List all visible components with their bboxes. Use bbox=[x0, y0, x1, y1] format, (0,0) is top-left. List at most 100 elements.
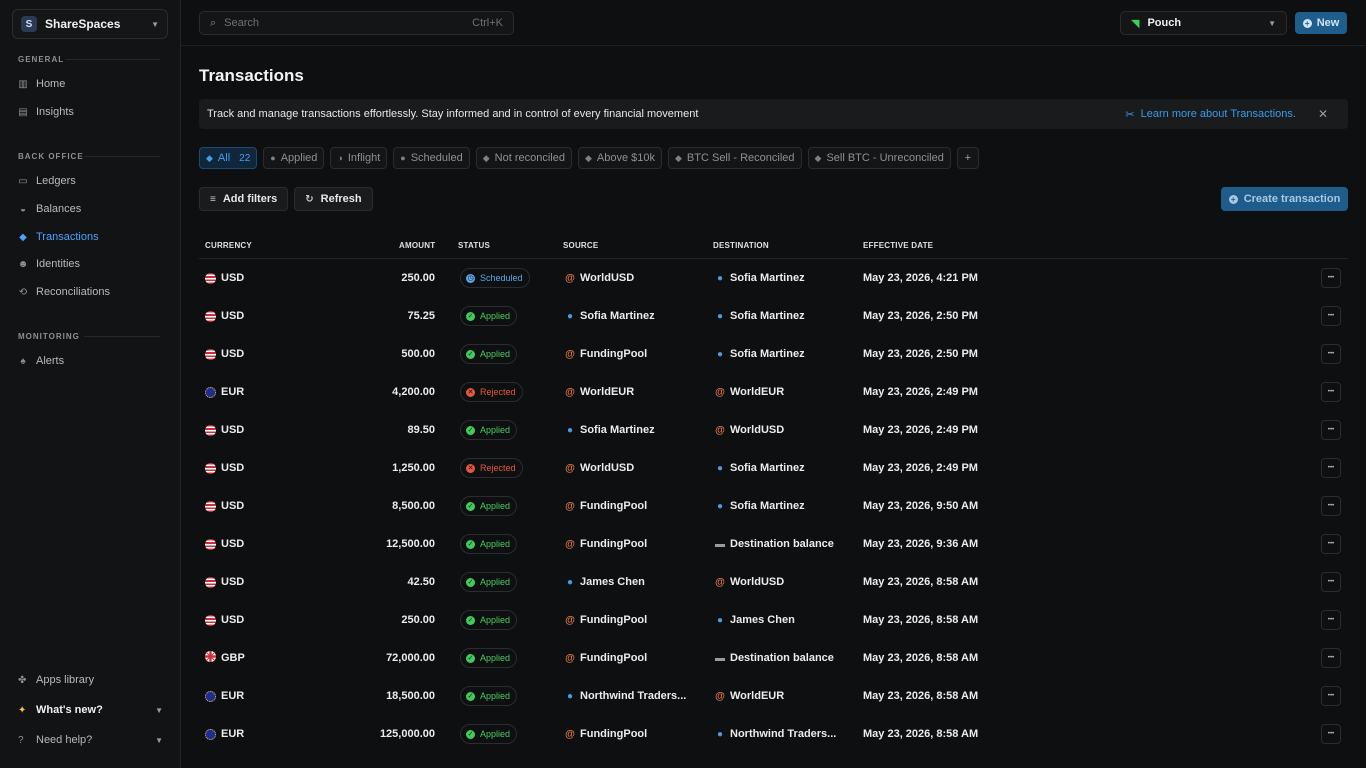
more-options-button[interactable]: ••• bbox=[1321, 420, 1341, 440]
sidebar-item-alerts[interactable]: ♠ Alerts bbox=[18, 352, 64, 370]
sidebar-item-home[interactable]: ▥ Home bbox=[18, 75, 65, 93]
source-cell[interactable]: @ WorldEUR bbox=[565, 373, 634, 411]
table-row[interactable]: USD 75.25 ✓ Applied ● Sofia Martinez ● Sofia Ma… bbox=[199, 297, 1348, 335]
destination-cell[interactable]: ● Sofia Martinez bbox=[715, 297, 805, 335]
more-options-button[interactable]: ••• bbox=[1321, 306, 1341, 326]
create-transaction-button[interactable]: + Create transaction bbox=[1221, 187, 1348, 211]
eu-flag-icon bbox=[205, 690, 216, 702]
workspace-switcher[interactable]: S ShareSpaces ▼ bbox=[12, 9, 168, 39]
destination-cell[interactable]: ● Sofia Martinez bbox=[715, 259, 805, 297]
source-cell[interactable]: @ WorldUSD bbox=[565, 449, 634, 487]
more-options-button[interactable]: ••• bbox=[1321, 344, 1341, 364]
sidebar-item-balances[interactable]: ◒ Balances bbox=[18, 200, 81, 218]
table-row[interactable]: USD 8,500.00 ✓ Applied @ FundingPool ● Sofia Ma… bbox=[199, 487, 1348, 525]
tab-label: All bbox=[217, 152, 231, 164]
source-cell[interactable]: @ FundingPool bbox=[565, 601, 647, 639]
tab-count: 22 bbox=[239, 152, 251, 164]
refresh-button[interactable]: ↻ Refresh bbox=[294, 187, 373, 211]
sidebar-item-transactions[interactable]: ◆ Transactions bbox=[18, 228, 98, 246]
source-cell[interactable]: ● Sofia Martinez bbox=[565, 411, 655, 449]
add-filters-button[interactable]: ≡ Add filters bbox=[199, 187, 289, 211]
more-options-button[interactable]: ••• bbox=[1321, 268, 1341, 288]
more-options-button[interactable]: ••• bbox=[1321, 724, 1341, 744]
add-view-button[interactable]: + bbox=[956, 147, 979, 169]
destination-cell[interactable]: ● Sofia Martinez bbox=[715, 335, 805, 373]
source-cell[interactable]: @ FundingPool bbox=[565, 639, 647, 677]
source-cell[interactable]: @ WorldUSD bbox=[565, 259, 634, 297]
at-icon: @ bbox=[565, 462, 575, 474]
tab-btc-sell-reconciled[interactable]: ◆ BTC Sell - Reconciled bbox=[668, 147, 802, 169]
destination-cell[interactable]: ● Sofia Martinez bbox=[715, 449, 805, 487]
destination-cell[interactable]: @ WorldEUR bbox=[715, 373, 784, 411]
table-row[interactable]: USD 89.50 ✓ Applied ● Sofia Martinez @ WorldUSD… bbox=[199, 411, 1348, 449]
us-flag-icon bbox=[205, 310, 216, 322]
status-label: Applied bbox=[480, 615, 511, 625]
destination-cell[interactable]: @ WorldEUR bbox=[715, 677, 784, 715]
tab-scheduled[interactable]: ● Scheduled bbox=[393, 147, 470, 169]
more-options-button[interactable]: ••• bbox=[1321, 686, 1341, 706]
new-button[interactable]: + New bbox=[1295, 12, 1347, 34]
table-row[interactable]: USD 500.00 ✓ Applied @ FundingPool ● Sofia Mart… bbox=[199, 335, 1348, 373]
destination-cell[interactable]: ● Northwind Traders... bbox=[715, 715, 836, 753]
x-icon: ✕ bbox=[466, 463, 475, 473]
more-options-button[interactable]: ••• bbox=[1321, 458, 1341, 478]
header-effective-date[interactable]: EFFECTIVE DATE bbox=[863, 241, 934, 250]
tab-all[interactable]: ◆ All 22 bbox=[199, 147, 258, 169]
source-cell[interactable]: @ FundingPool bbox=[565, 335, 647, 373]
destination-cell[interactable]: @ WorldUSD bbox=[715, 411, 784, 449]
sidebar-item-ledgers[interactable]: ▭ Ledgers bbox=[18, 172, 76, 190]
header-currency[interactable]: CURRENCY bbox=[205, 241, 252, 250]
sidebar-item-reconciliations[interactable]: ⟲ Reconciliations bbox=[18, 283, 110, 301]
table-row[interactable]: EUR 18,500.00 ✓ Applied ● Northwind Traders..… bbox=[199, 677, 1348, 715]
source-cell[interactable]: @ FundingPool bbox=[565, 487, 647, 525]
search-input[interactable]: ⌕ Search Ctrl+K bbox=[199, 11, 514, 35]
header-status[interactable]: STATUS bbox=[458, 241, 491, 250]
source-cell[interactable]: @ FundingPool bbox=[565, 715, 647, 753]
tab-above-10k[interactable]: ◆ Above $10k bbox=[577, 147, 662, 169]
at-icon: @ bbox=[565, 386, 575, 398]
table-row[interactable]: USD 12,500.00 ✓ Applied @ FundingPool ▬ Destina… bbox=[199, 525, 1348, 563]
more-options-button[interactable]: ••• bbox=[1321, 534, 1341, 554]
check-icon: ✓ bbox=[466, 539, 475, 549]
learn-more-link[interactable]: ✂ Learn more about Transactions. bbox=[1125, 108, 1296, 121]
more-options-button[interactable]: ••• bbox=[1321, 382, 1341, 402]
table-row[interactable]: USD 250.00 ◷ Scheduled @ WorldUSD ● Sofia Marti… bbox=[199, 259, 1348, 297]
source-cell[interactable]: ● Northwind Traders... bbox=[565, 677, 686, 715]
tab-not-reconciled[interactable]: ◆ Not reconciled bbox=[475, 147, 572, 169]
destination-cell[interactable]: ● Sofia Martinez bbox=[715, 487, 805, 525]
destination-cell[interactable]: @ WorldUSD bbox=[715, 563, 784, 601]
table-row[interactable]: EUR 4,200.00 ✕ Rejected @ WorldEUR @ WorldEUR Ma… bbox=[199, 373, 1348, 411]
tab-inflight[interactable]: ◑ Inflight bbox=[330, 147, 388, 169]
more-options-button[interactable]: ••• bbox=[1321, 648, 1341, 668]
sidebar-item-insights[interactable]: ▤ Insights bbox=[18, 103, 74, 121]
table-row[interactable]: EUR 125,000.00 ✓ Applied @ FundingPool ● Northw… bbox=[199, 715, 1348, 753]
close-icon[interactable]: ✕ bbox=[1317, 107, 1328, 121]
whats-new-menu[interactable]: ✦ What's new? ▼ bbox=[18, 704, 163, 716]
source-cell[interactable]: ● James Chen bbox=[565, 563, 645, 601]
header-destination[interactable]: DESTINATION bbox=[713, 241, 769, 250]
more-options-button[interactable]: ••• bbox=[1321, 610, 1341, 630]
destination-cell[interactable]: ● James Chen bbox=[715, 601, 795, 639]
workspace-name: ShareSpaces bbox=[45, 17, 121, 31]
apps-library-link[interactable]: ✤ Apps library bbox=[18, 674, 163, 686]
destination-cell[interactable]: ▬ Destination balance bbox=[715, 525, 834, 563]
destination-cell[interactable]: ▬ Destination balance bbox=[715, 639, 834, 677]
header-amount[interactable]: AMOUNT bbox=[399, 241, 436, 250]
table-row[interactable]: USD 1,250.00 ✕ Rejected @ WorldUSD ● Sofia Mart… bbox=[199, 449, 1348, 487]
tab-sell-btc-unreconciled[interactable]: ◆ Sell BTC - Unreconciled bbox=[807, 147, 951, 169]
source-name: FundingPool bbox=[580, 652, 648, 664]
tab-applied[interactable]: ● Applied bbox=[263, 147, 325, 169]
table-row[interactable]: USD 42.50 ✓ Applied ● James Chen @ WorldUSD May … bbox=[199, 563, 1348, 601]
more-options-button[interactable]: ••• bbox=[1321, 496, 1341, 516]
need-help-menu[interactable]: ? Need help? ▼ bbox=[18, 734, 163, 746]
ledger-selector[interactable]: ◥ Pouch ▼ bbox=[1120, 11, 1287, 35]
table-row[interactable]: GBP 72,000.00 ✓ Applied @ FundingPool ▬ Destina… bbox=[199, 639, 1348, 677]
table-row[interactable]: USD 250.00 ✓ Applied @ FundingPool ● James Chen… bbox=[199, 601, 1348, 639]
ellipsis-icon: ••• bbox=[1327, 389, 1335, 395]
more-options-button[interactable]: ••• bbox=[1321, 572, 1341, 592]
at-icon: @ bbox=[565, 728, 575, 740]
source-cell[interactable]: @ FundingPool bbox=[565, 525, 647, 563]
source-cell[interactable]: ● Sofia Martinez bbox=[565, 297, 655, 335]
sidebar-item-identities[interactable]: ☻ Identities bbox=[18, 255, 80, 273]
header-source[interactable]: SOURCE bbox=[563, 241, 599, 250]
